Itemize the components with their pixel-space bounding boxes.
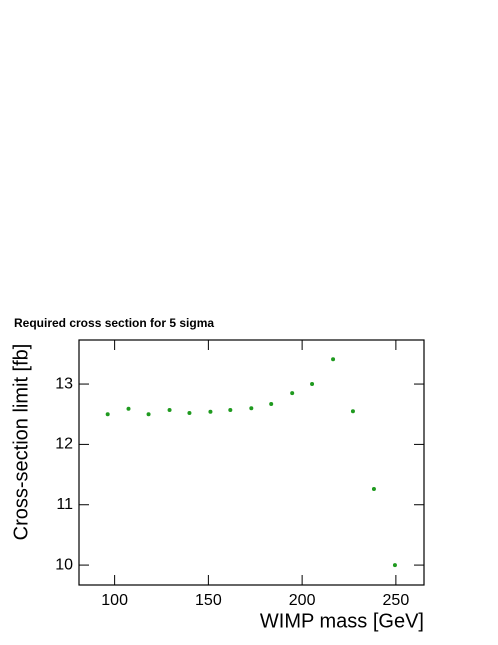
data-point [167,408,172,412]
data-point [331,357,336,362]
data-point [269,401,274,406]
data-point [105,412,110,417]
data-point [371,487,376,492]
y-tick-label: 11 [56,496,73,513]
y-tick-label: 13 [55,375,73,392]
data-point [290,391,295,396]
chart-title: Required cross section for 5 sigma [14,316,214,330]
plot-frame [78,339,425,586]
x-tick-label: 250 [383,592,410,609]
data-point [310,382,315,387]
y-tick-label: 10 [55,556,73,573]
x-axis-label: WIMP mass [GeV] [260,610,424,632]
y-tick-label: 12 [55,436,73,453]
data-point [187,411,192,416]
y-axis-label: Cross-section limit [fb] [10,344,32,541]
data-point [350,409,355,414]
data-point [249,406,254,411]
data-point [208,409,213,414]
x-tick-label: 150 [195,592,222,609]
x-tick-label: 100 [101,592,128,609]
data-point [126,406,131,411]
x-tick-label: 200 [289,592,316,609]
data-point [228,408,233,412]
data-point [146,412,151,417]
data-point [392,563,397,568]
